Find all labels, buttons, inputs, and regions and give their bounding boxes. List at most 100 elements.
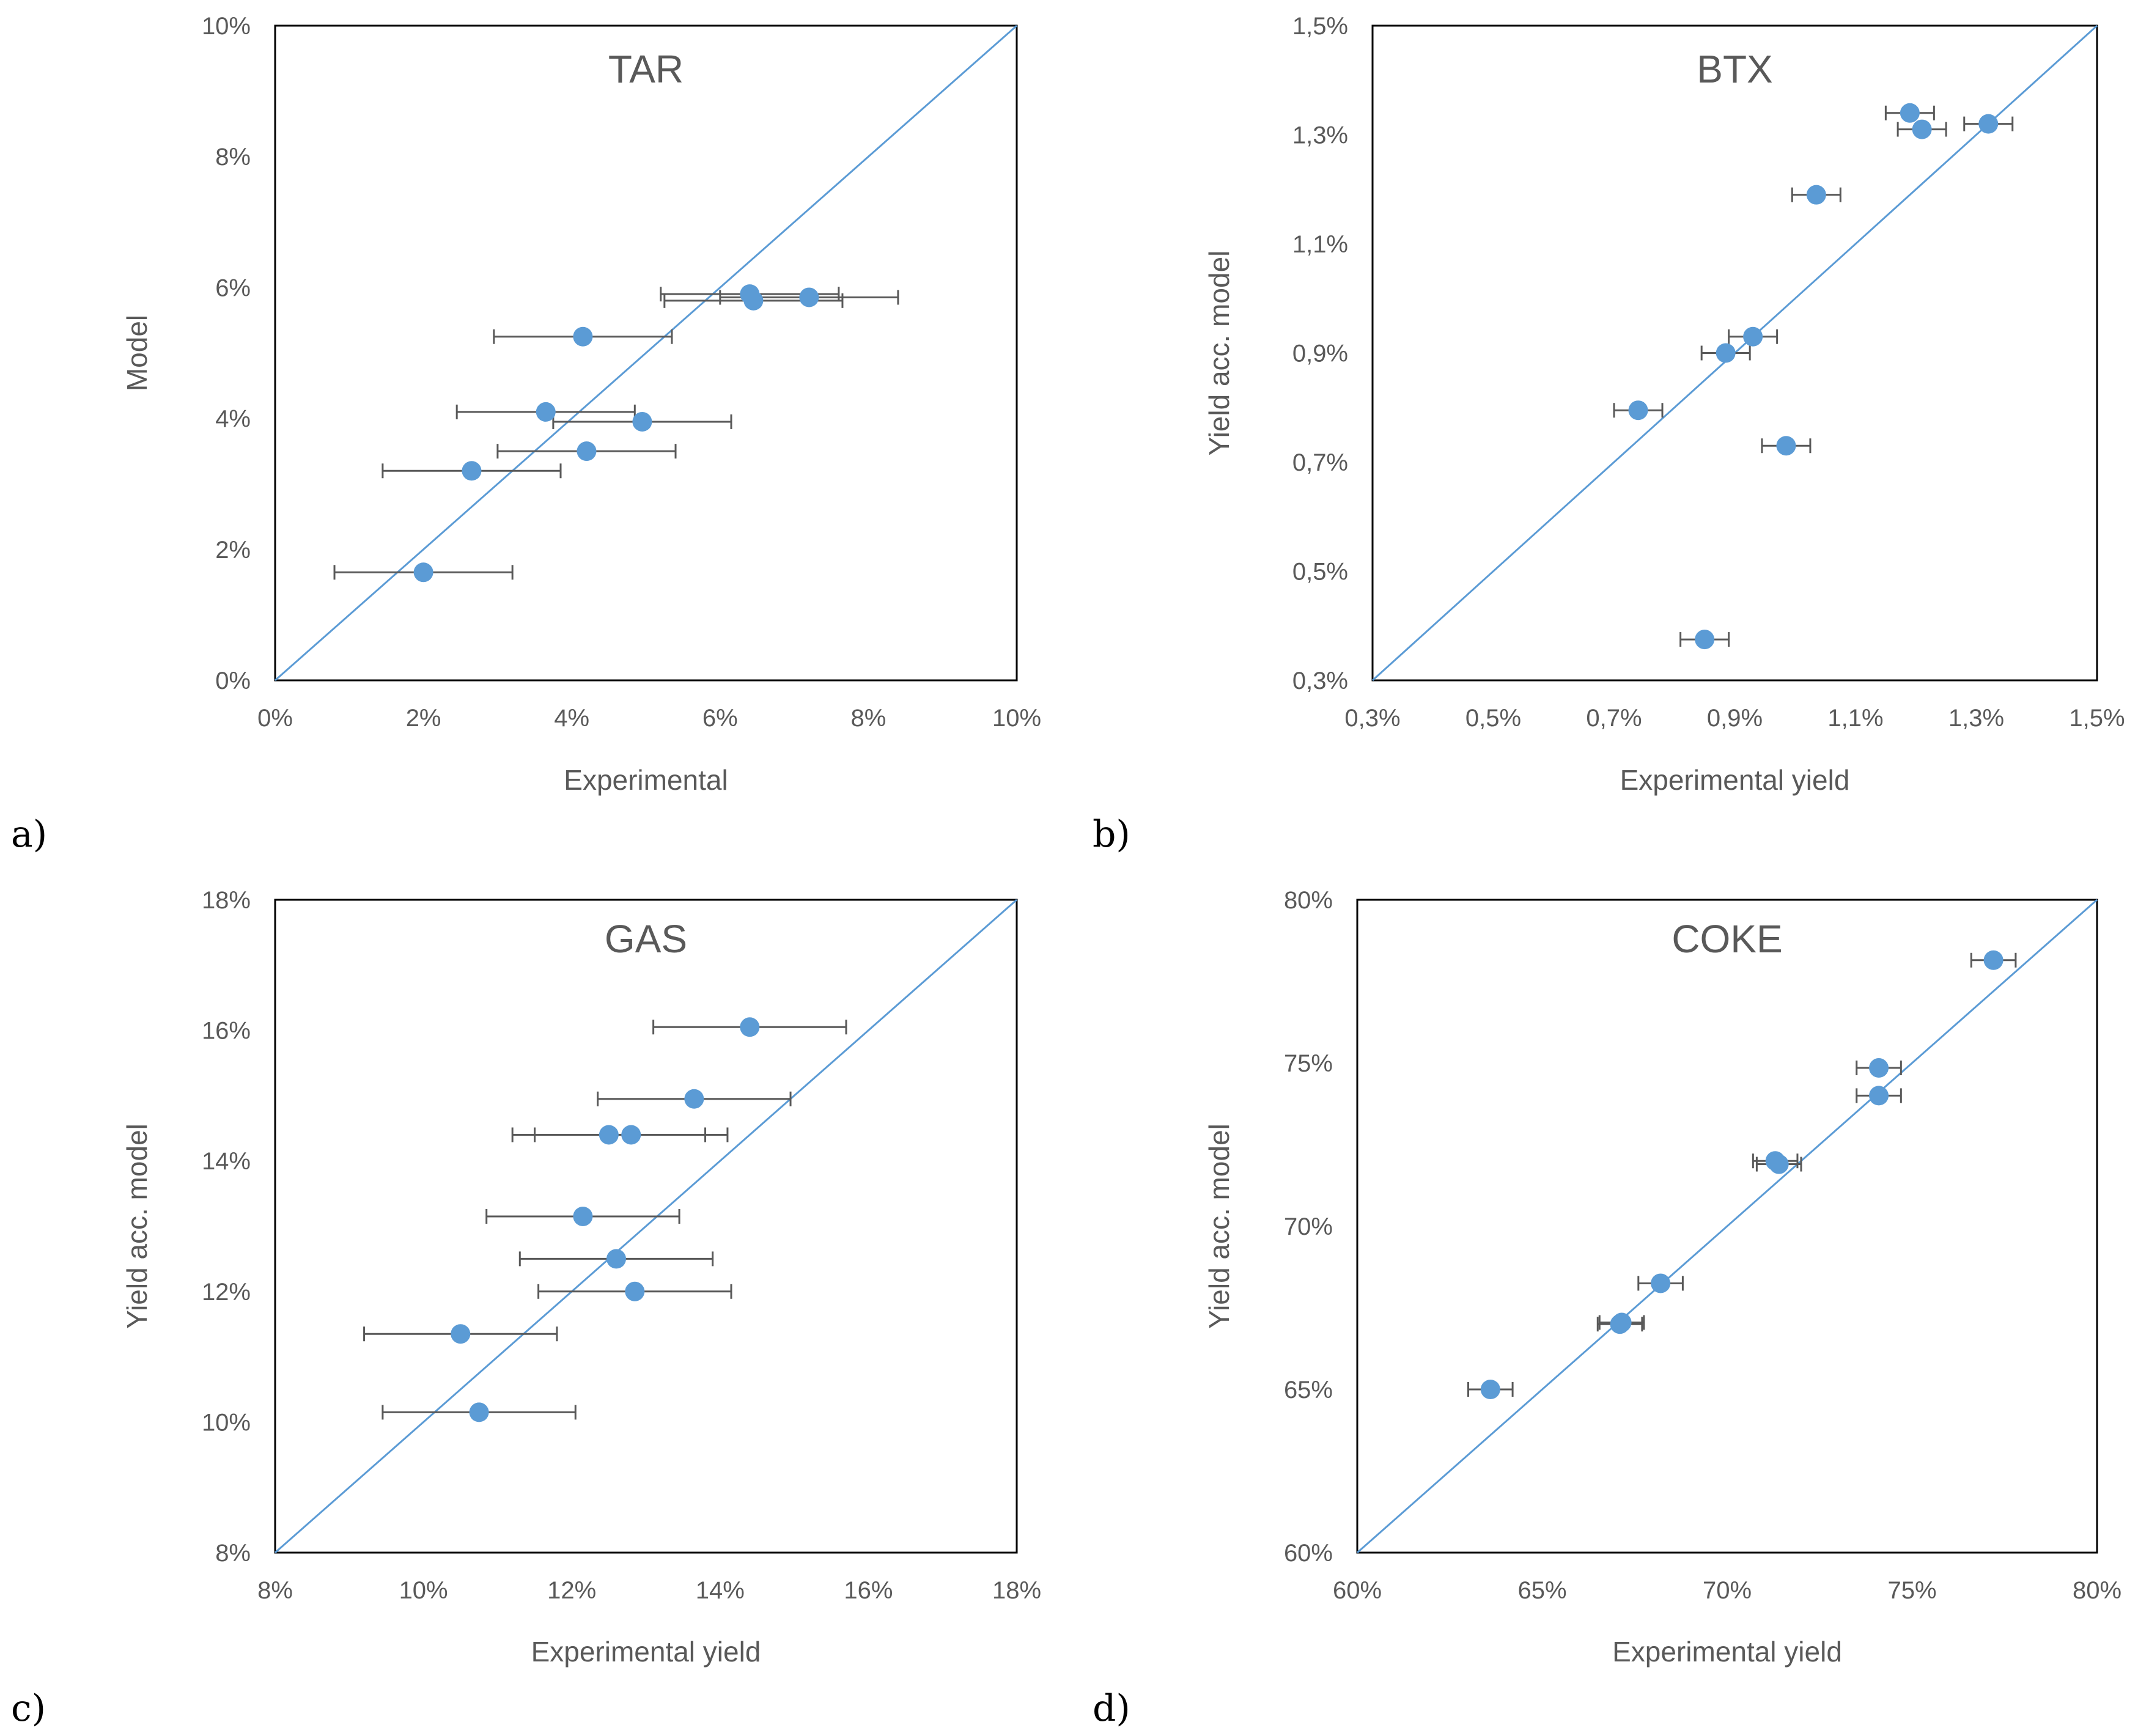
plot-frame <box>274 899 1018 1554</box>
parity-line <box>1357 899 2098 1554</box>
data-point <box>625 1281 645 1301</box>
y-tick-label: 0% <box>215 668 251 694</box>
x-tick-label: 10% <box>992 705 1041 732</box>
data-point <box>1978 114 1999 134</box>
panel-label: d) <box>1093 1687 1130 1730</box>
chart-d: 60% 65% 70% 75% 80% 60% 65% 70% 75% 80% COKE Experi… <box>1093 887 2121 1730</box>
chart-title: BTX <box>1697 47 1772 91</box>
data-point <box>577 441 597 462</box>
data-point <box>1776 436 1796 456</box>
y-axis-label: Yield acc. model <box>1203 1124 1235 1329</box>
data-point <box>684 1089 704 1109</box>
y-tick-label: 8% <box>215 144 251 171</box>
x-tick-label: 1,3% <box>1948 705 2004 732</box>
x-axis-label: Experimental <box>564 764 728 796</box>
y-tick-label: 10% <box>202 1409 251 1436</box>
x-tick-label: 60% <box>1333 1577 1382 1604</box>
y-tick-label: 70% <box>1284 1213 1333 1240</box>
y-tick-label: 2% <box>215 537 251 564</box>
data-point <box>632 411 652 432</box>
y-tick-label: 12% <box>202 1279 251 1306</box>
x-tick-label: 8% <box>850 705 886 732</box>
data-point <box>573 1206 593 1226</box>
x-tick-label: 70% <box>1703 1577 1752 1604</box>
chart-a: 0% 2% 4% 6% 8% 10% 0% 2% 4% 6% 8% 10% TAR Experimenta… <box>11 13 1041 856</box>
x-tick-label: 0,9% <box>1707 705 1763 732</box>
data-point <box>1869 1086 1889 1106</box>
x-tick-label: 8% <box>257 1577 293 1604</box>
data-point <box>573 326 593 347</box>
y-tick-label: 6% <box>215 274 251 301</box>
x-tick-label: 12% <box>547 1577 596 1604</box>
data-point <box>1869 1058 1889 1078</box>
y-tick-label: 1,3% <box>1292 122 1348 149</box>
chart-c: 8% 10% 12% 14% 16% 18% 8% 10% 12% 14% 16% 18% GAS Exp… <box>11 887 1041 1730</box>
y-axis-label: Yield acc. model <box>121 1124 153 1329</box>
y-tick-label: 4% <box>215 406 251 433</box>
y-tick-label: 80% <box>1284 887 1333 914</box>
data-point <box>536 402 556 422</box>
data-point <box>1743 326 1763 347</box>
x-axis-label: Experimental yield <box>531 1636 761 1668</box>
data-point <box>621 1125 641 1145</box>
x-tick-label: 10% <box>399 1577 448 1604</box>
x-tick-label: 14% <box>696 1577 745 1604</box>
x-tick-label: 0% <box>257 705 293 732</box>
data-point <box>1769 1154 1789 1174</box>
y-tick-label: 16% <box>202 1018 251 1045</box>
x-tick-label: 16% <box>844 1577 893 1604</box>
y-tick-label: 75% <box>1284 1050 1333 1077</box>
x-tick-label: 1,5% <box>2069 705 2125 732</box>
y-tick-label: 0,3% <box>1292 668 1348 694</box>
y-tick-label: 0,5% <box>1292 559 1348 586</box>
x-tick-label: 75% <box>1887 1577 1936 1604</box>
x-axis-label: Experimental yield <box>1620 764 1850 796</box>
y-tick-label: 1,1% <box>1292 231 1348 258</box>
plot-frame <box>1371 24 2098 682</box>
data-point <box>1900 103 1920 123</box>
data-point <box>599 1125 619 1145</box>
chart-title: TAR <box>608 47 684 91</box>
x-tick-label: 0,3% <box>1344 705 1400 732</box>
y-tick-label: 65% <box>1284 1377 1333 1403</box>
data-point <box>1628 400 1648 421</box>
y-tick-label: 1,5% <box>1292 13 1348 40</box>
data-point <box>1651 1273 1671 1293</box>
data-point <box>1806 185 1826 205</box>
data-point <box>1612 1312 1632 1333</box>
x-tick-label: 80% <box>2073 1577 2121 1604</box>
x-tick-label: 6% <box>702 705 738 732</box>
plot-frame <box>274 24 1018 682</box>
parity-line <box>275 24 1017 682</box>
x-tick-label: 0,5% <box>1465 705 1521 732</box>
panel-label: b) <box>1093 813 1130 856</box>
x-tick-label: 1,1% <box>1827 705 1883 732</box>
y-axis-label: Yield acc. model <box>1203 251 1235 456</box>
data-point <box>606 1249 626 1269</box>
data-point <box>469 1402 489 1422</box>
x-axis-label: Experimental yield <box>1612 1636 1842 1668</box>
data-point <box>799 287 819 307</box>
plot-frame <box>1356 899 2098 1554</box>
y-tick-label: 14% <box>202 1148 251 1175</box>
x-tick-label: 0,7% <box>1586 705 1642 732</box>
y-tick-label: 60% <box>1284 1540 1333 1567</box>
y-tick-label: 8% <box>215 1540 251 1567</box>
chart-b: 0,3% 0,5% 0,7% 0,9% 1,1% 1,3% 1,5% 0,3% 0,5% 0,7%… <box>1093 13 2125 856</box>
data-point <box>1480 1380 1500 1399</box>
y-axis-label: Model <box>121 315 153 391</box>
panel-label: a) <box>11 813 47 856</box>
x-tick-label: 4% <box>554 705 589 732</box>
data-point <box>1695 630 1715 650</box>
chart-title: GAS <box>605 917 687 961</box>
y-tick-label: 10% <box>202 13 251 40</box>
parity-line <box>275 899 1017 1554</box>
data-point <box>451 1324 471 1344</box>
data-point <box>1912 119 1932 139</box>
y-tick-label: 0,7% <box>1292 449 1348 476</box>
data-point <box>413 562 433 583</box>
chart-title: COKE <box>1672 917 1782 961</box>
x-tick-label: 2% <box>406 705 441 732</box>
data-point <box>743 290 764 311</box>
